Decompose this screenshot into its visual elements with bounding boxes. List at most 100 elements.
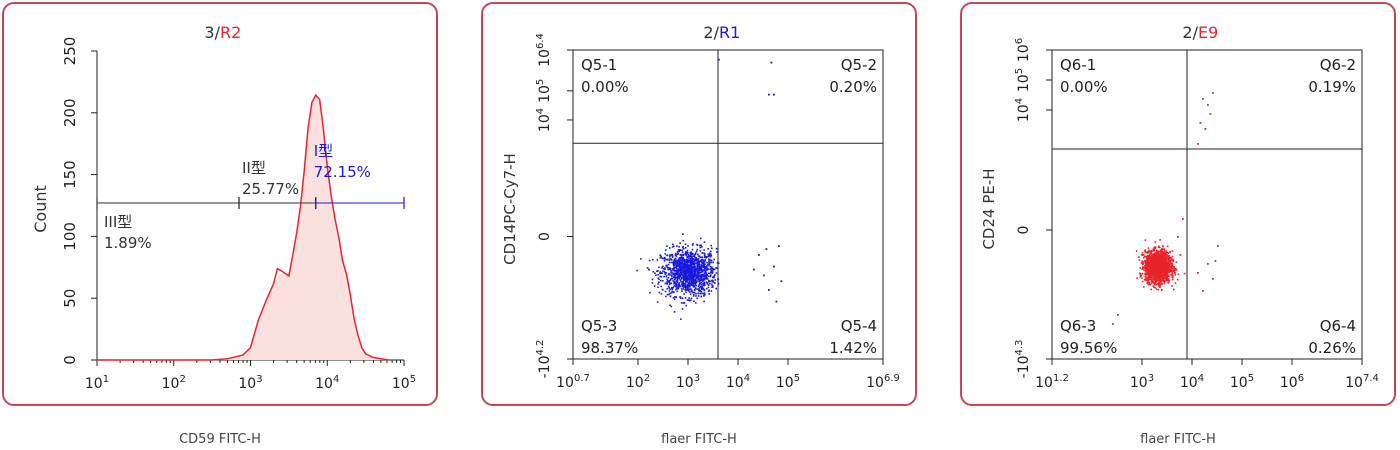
chart-title-gate: R2 <box>220 23 241 42</box>
data-point <box>697 255 700 257</box>
data-point <box>671 246 674 248</box>
data-point <box>710 253 712 255</box>
data-point <box>1161 256 1164 259</box>
data-point <box>1161 248 1164 250</box>
data-point <box>1148 276 1151 279</box>
data-point <box>684 276 687 278</box>
data-point <box>676 284 678 287</box>
data-point <box>1148 277 1150 280</box>
data-point <box>693 270 696 273</box>
data-point <box>671 277 674 280</box>
data-point <box>698 269 701 272</box>
data-point <box>704 266 707 268</box>
data-point <box>705 281 708 284</box>
data-point <box>1112 323 1114 325</box>
data-point <box>699 276 702 279</box>
data-point <box>673 274 676 276</box>
data-point <box>1154 278 1156 281</box>
data-point <box>1202 98 1204 100</box>
data-point <box>1160 272 1163 274</box>
data-point <box>670 286 673 289</box>
data-point <box>675 296 678 298</box>
data-point <box>1161 248 1163 250</box>
data-point <box>671 275 673 277</box>
data-point <box>700 244 702 246</box>
data-point <box>1148 281 1151 284</box>
data-point <box>1170 267 1172 270</box>
data-point <box>689 293 692 295</box>
data-point <box>1156 269 1159 272</box>
data-point <box>682 247 685 250</box>
data-point <box>1166 254 1169 256</box>
data-point <box>688 285 691 287</box>
data-point <box>684 297 687 299</box>
data-point <box>660 293 663 295</box>
data-point <box>693 267 696 269</box>
data-point <box>1151 254 1154 256</box>
data-point <box>690 270 693 273</box>
data-point <box>1148 254 1151 256</box>
data-point <box>1159 249 1162 251</box>
data-point <box>659 271 661 273</box>
data-point <box>663 271 666 273</box>
data-point <box>695 302 697 304</box>
data-point <box>672 273 675 276</box>
data-point <box>714 274 716 276</box>
data-point <box>678 259 680 261</box>
data-point <box>1161 283 1164 285</box>
data-point <box>1166 268 1168 270</box>
data-point <box>670 274 673 276</box>
data-point <box>1139 267 1142 269</box>
data-point <box>689 280 691 282</box>
data-point <box>682 253 685 256</box>
data-point <box>657 274 659 276</box>
x-tick-label: 105 <box>776 373 800 391</box>
data-point <box>1147 270 1150 272</box>
data-point <box>1153 286 1155 288</box>
data-point <box>1170 259 1172 262</box>
data-point <box>682 245 684 248</box>
data-point <box>698 266 701 268</box>
data-point <box>690 282 693 284</box>
data-point <box>1150 269 1152 272</box>
data-point <box>652 258 654 261</box>
data-point <box>679 254 682 256</box>
data-point <box>1166 277 1169 279</box>
data-point <box>669 279 672 281</box>
data-point <box>1167 279 1169 282</box>
data-point <box>1147 273 1149 276</box>
data-point <box>1153 261 1155 264</box>
data-point <box>701 278 703 281</box>
data-point <box>1212 278 1214 280</box>
data-point <box>703 260 706 262</box>
data-point <box>697 253 699 256</box>
data-point <box>1160 281 1163 284</box>
data-point <box>1167 278 1170 280</box>
data-point <box>1161 265 1164 268</box>
data-point <box>683 276 686 278</box>
data-point <box>683 286 685 288</box>
data-point <box>1146 277 1148 280</box>
data-point <box>1161 257 1163 260</box>
data-point <box>672 260 675 262</box>
data-point <box>693 255 695 257</box>
data-point <box>1161 277 1163 279</box>
data-point <box>1143 286 1145 288</box>
data-point <box>680 283 683 285</box>
data-point <box>690 252 693 254</box>
data-point <box>673 282 676 284</box>
data-point <box>702 260 705 262</box>
data-point <box>1150 259 1153 261</box>
data-point <box>693 284 695 287</box>
data-point <box>660 285 663 288</box>
data-point <box>697 279 700 281</box>
data-point <box>684 285 687 288</box>
data-point <box>1214 260 1217 262</box>
data-point <box>681 282 684 285</box>
data-point <box>676 273 679 275</box>
y-tick-label: 104 <box>1014 98 1032 122</box>
data-point <box>1172 259 1174 262</box>
data-point <box>701 262 703 265</box>
panel-scatter-cd14: 2/ R1 CD14PC-Cy7-H 100.7 102 103 104 105 106.… <box>481 2 917 406</box>
y-tick-label: 0 <box>537 232 553 241</box>
